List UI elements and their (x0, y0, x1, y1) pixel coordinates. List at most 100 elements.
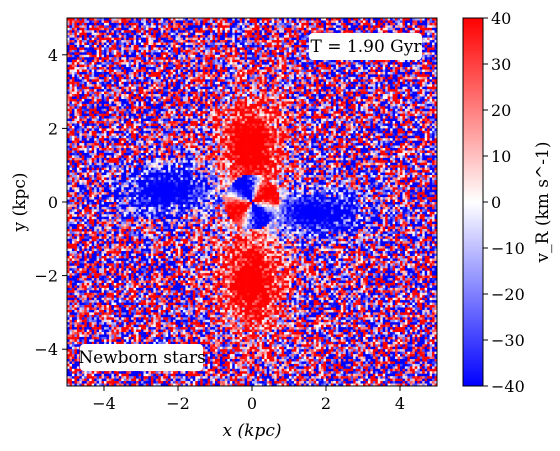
heatmap-cell (333, 67, 337, 70)
heatmap-cell (387, 91, 391, 95)
heatmap-cell (229, 96, 233, 100)
heatmap-cell (281, 67, 285, 70)
heatmap-cell (227, 69, 231, 73)
heatmap-cell (377, 27, 381, 31)
heatmap-cell (244, 62, 248, 65)
heatmap-cell (264, 89, 268, 92)
heatmap-cell (377, 18, 381, 21)
heatmap-cell (424, 22, 428, 26)
heatmap-cell (67, 27, 70, 31)
heatmap-cell (190, 22, 194, 26)
heatmap-cell (121, 76, 125, 80)
heatmap-cell (210, 52, 213, 56)
heatmap-cell (377, 30, 381, 34)
heatmap-cell (150, 35, 154, 38)
heatmap-cell (116, 40, 120, 43)
heatmap-cell (175, 69, 179, 73)
heatmap-cell (158, 47, 162, 51)
heatmap-cell (187, 47, 191, 51)
heatmap-cell (133, 69, 137, 73)
heatmap-cell (402, 89, 406, 92)
heatmap-cell (419, 74, 423, 78)
heatmap-cell (128, 76, 132, 80)
heatmap-cell (422, 52, 426, 56)
heatmap-cell (367, 69, 371, 73)
heatmap-cell (182, 35, 186, 38)
heatmap-cell (419, 59, 423, 63)
heatmap-cell (343, 79, 347, 83)
heatmap-cell (163, 37, 167, 41)
heatmap-cell (215, 40, 218, 43)
heatmap-cell (123, 37, 127, 41)
heatmap-cell (249, 22, 253, 26)
heatmap-cell (301, 64, 305, 68)
heatmap-cell (281, 52, 285, 56)
heatmap-cell (237, 49, 241, 53)
heatmap-cell (301, 37, 305, 41)
heatmap-cell (136, 22, 139, 26)
heatmap-cell (237, 44, 241, 48)
heatmap-cell (323, 30, 327, 34)
heatmap-cell (306, 37, 310, 41)
heatmap-cell (148, 27, 152, 31)
heatmap-cell (434, 37, 437, 41)
heatmap-cell (261, 47, 265, 51)
heatmap-cell (326, 76, 329, 80)
heatmap-cell (333, 96, 337, 100)
heatmap-cell (190, 32, 194, 36)
heatmap-cell (185, 67, 189, 70)
heatmap-cell (414, 59, 418, 63)
heatmap-cell (168, 47, 171, 51)
heatmap-cell (264, 42, 268, 46)
heatmap-cell (417, 64, 421, 68)
heatmap-cell (224, 64, 228, 68)
heatmap-cell (259, 64, 263, 68)
heatmap-cell (407, 59, 411, 63)
heatmap-cell (404, 71, 408, 75)
heatmap-cell (264, 18, 268, 21)
heatmap-cell (121, 79, 125, 83)
heatmap-cell (108, 44, 112, 48)
heatmap-cell (286, 62, 290, 65)
heatmap-cell (175, 79, 179, 83)
heatmap-cell (375, 27, 379, 31)
heatmap-cell (422, 57, 426, 61)
heatmap-cell (234, 84, 238, 88)
heatmap-cell (195, 42, 199, 46)
heatmap-cell (348, 89, 352, 92)
heatmap-cell (330, 79, 334, 83)
heatmap-cell (303, 57, 307, 61)
heatmap-cell (160, 91, 164, 95)
heatmap-cell (224, 25, 228, 29)
heatmap-cell (126, 42, 130, 46)
heatmap-cell (145, 79, 149, 83)
heatmap-cell (131, 71, 134, 75)
heatmap-cell (222, 89, 226, 92)
heatmap-cell (385, 67, 389, 70)
heatmap-cell (141, 57, 144, 61)
heatmap-cell (424, 57, 428, 61)
heatmap-cell (382, 86, 386, 90)
heatmap-cell (360, 94, 364, 97)
heatmap-cell (419, 84, 423, 88)
heatmap-cell (207, 91, 211, 95)
heatmap-cell (254, 32, 258, 36)
heatmap-cell (143, 20, 147, 24)
heatmap-cell (94, 37, 97, 41)
heatmap-cell (306, 64, 310, 68)
heatmap-cell (143, 30, 147, 34)
heatmap-cell (318, 81, 322, 85)
heatmap-cell (148, 42, 152, 46)
heatmap-cell (187, 32, 191, 36)
heatmap-cell (254, 89, 258, 92)
heatmap-cell (404, 89, 408, 92)
heatmap-cell (365, 96, 369, 100)
heatmap-cell (343, 84, 347, 88)
heatmap-cell (123, 74, 127, 78)
heatmap-cell (321, 69, 324, 73)
heatmap-cell (108, 74, 112, 78)
heatmap-cell (432, 35, 435, 38)
heatmap-cell (99, 94, 102, 97)
heatmap-cell (155, 96, 159, 100)
heatmap-cell (118, 47, 122, 51)
